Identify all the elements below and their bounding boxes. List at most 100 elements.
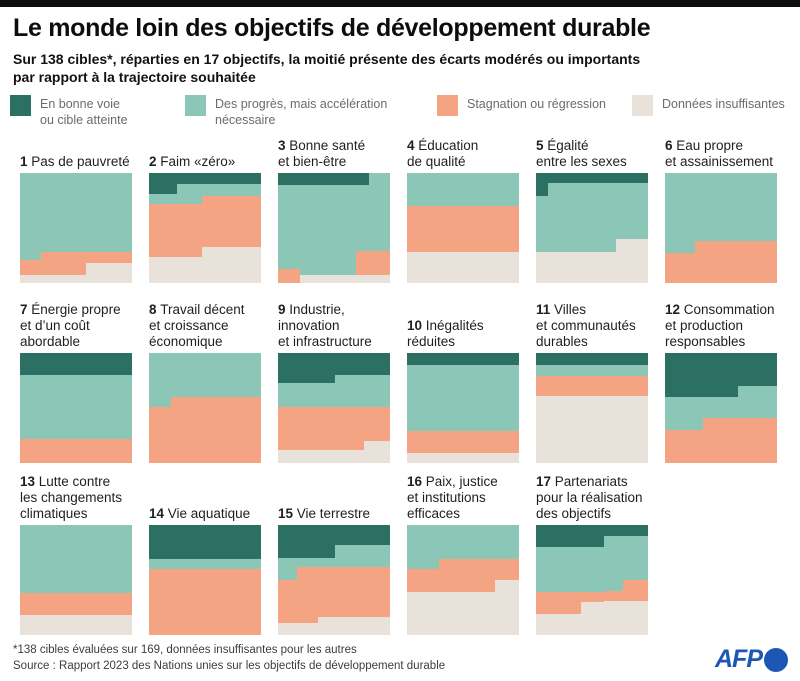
chart-column bbox=[149, 353, 172, 463]
goal-grid-row-2: 7 Énergie propre et d’un coût abordable 8 T… bbox=[0, 299, 777, 463]
segment-ins bbox=[318, 617, 336, 635]
goal-number: 11 bbox=[536, 302, 555, 317]
goal-cell-17: 17 Partenariats pour la réalisation des ob… bbox=[536, 471, 648, 635]
segment-ins bbox=[149, 256, 177, 283]
chart-column bbox=[548, 173, 616, 283]
stagnation-swatch bbox=[437, 95, 458, 116]
segment-on bbox=[356, 173, 369, 186]
segment-prog bbox=[335, 544, 390, 567]
chart-column bbox=[665, 173, 696, 283]
goal-cell-3: 3 Bonne santé et bien-être bbox=[278, 132, 390, 283]
goal-number: 2 bbox=[149, 154, 161, 169]
goal-label-6: 6 Eau propre et assainissement bbox=[665, 138, 774, 169]
segment-stag bbox=[149, 568, 261, 635]
segment-on bbox=[615, 173, 648, 183]
goal-cell-9: 9 Industrie, innovation et infrastructure bbox=[278, 299, 390, 463]
segment-stag bbox=[278, 268, 301, 283]
segment-stag bbox=[368, 251, 390, 276]
goal-3-chart bbox=[278, 173, 390, 283]
segment-on bbox=[149, 173, 177, 195]
chart-column bbox=[335, 353, 365, 463]
goal-label-12: 12 Consommation et production responsables bbox=[665, 302, 775, 349]
source-line: Source : Rapport 2023 des Nations unies … bbox=[13, 660, 446, 672]
segment-prog bbox=[407, 364, 519, 431]
segment-ins bbox=[86, 263, 132, 283]
segment-on bbox=[335, 525, 390, 545]
segment-stag bbox=[278, 406, 336, 450]
segment-stag bbox=[665, 430, 704, 463]
segment-on bbox=[665, 353, 704, 397]
segment-on bbox=[278, 525, 298, 558]
segment-on bbox=[536, 173, 549, 197]
segment-on bbox=[201, 173, 261, 184]
insufficient-data-swatch bbox=[632, 95, 653, 116]
legend-label: Des progrès, mais accélération nécessair… bbox=[215, 97, 388, 127]
goal-7-chart bbox=[20, 353, 132, 463]
chart-column bbox=[318, 525, 336, 635]
goal-number: 4 bbox=[407, 138, 419, 153]
chart-column bbox=[335, 525, 390, 635]
chart-column bbox=[536, 353, 648, 463]
goal-5-chart bbox=[536, 173, 648, 283]
goal-cell-15: 15 Vie terrestre bbox=[278, 471, 390, 635]
segment-stag bbox=[439, 559, 496, 593]
chart-column bbox=[149, 525, 261, 635]
segment-prog bbox=[536, 547, 581, 593]
segment-ins bbox=[201, 246, 261, 283]
segment-prog bbox=[580, 547, 605, 593]
goal-grid-row-3: 13 Lutte contre les changements climatique… bbox=[0, 471, 777, 635]
goal-number: 7 bbox=[20, 302, 32, 317]
segment-ins bbox=[623, 600, 648, 635]
page-subtitle: Sur 138 cibles*, réparties en 17 objecti… bbox=[13, 51, 641, 86]
goal-11-chart bbox=[536, 353, 648, 463]
segment-stag bbox=[297, 566, 319, 623]
segment-prog bbox=[171, 353, 261, 397]
afp-logo: AFP bbox=[715, 645, 788, 674]
segment-on bbox=[364, 353, 390, 375]
segment-ins bbox=[615, 238, 648, 283]
segment-prog bbox=[300, 185, 357, 276]
segment-stag bbox=[695, 241, 777, 283]
chart-column bbox=[364, 353, 390, 463]
chart-column bbox=[171, 353, 261, 463]
segment-stag bbox=[536, 375, 648, 397]
segment-stag bbox=[703, 417, 738, 463]
goal-number: 13 bbox=[20, 474, 39, 489]
segment-on bbox=[300, 173, 357, 186]
chart-column bbox=[407, 525, 440, 635]
goal-label-3: 3 Bonne santé et bien-être bbox=[278, 138, 366, 169]
segment-stag bbox=[335, 566, 390, 618]
segment-ins bbox=[356, 275, 369, 283]
segment-prog bbox=[335, 375, 365, 407]
segment-stag bbox=[201, 196, 261, 247]
segment-ins bbox=[41, 274, 87, 283]
segment-stag bbox=[407, 430, 519, 454]
chart-column bbox=[20, 353, 132, 463]
segment-ins bbox=[495, 579, 519, 635]
goal-label-13: 13 Lutte contre les changements climatique… bbox=[20, 474, 123, 521]
goal-16-chart bbox=[407, 525, 519, 635]
chart-column bbox=[604, 525, 624, 635]
segment-prog bbox=[149, 559, 261, 569]
chart-column bbox=[615, 173, 648, 283]
chart-column bbox=[201, 173, 261, 283]
afp-logo-circle-icon bbox=[764, 647, 788, 672]
segment-prog bbox=[364, 375, 390, 407]
chart-column bbox=[407, 173, 519, 283]
goal-label-9: 9 Industrie, innovation et infrastructure bbox=[278, 302, 372, 349]
chart-column bbox=[20, 173, 42, 283]
goal-17-chart bbox=[536, 525, 648, 635]
segment-ins bbox=[407, 251, 519, 283]
goal-number: 5 bbox=[536, 138, 548, 153]
chart-column bbox=[300, 173, 357, 283]
segment-on bbox=[737, 353, 777, 386]
segment-stag bbox=[20, 438, 132, 463]
segment-prog bbox=[439, 525, 496, 560]
goal-cell-2: 2 Faim «zéro» bbox=[149, 132, 261, 283]
segment-ins bbox=[177, 256, 202, 283]
segment-on bbox=[335, 353, 365, 375]
segment-stag bbox=[665, 253, 696, 283]
segment-prog bbox=[318, 558, 336, 567]
goal-cell-11: 11 Villes et communautés durables bbox=[536, 299, 648, 463]
segment-on bbox=[278, 173, 301, 186]
